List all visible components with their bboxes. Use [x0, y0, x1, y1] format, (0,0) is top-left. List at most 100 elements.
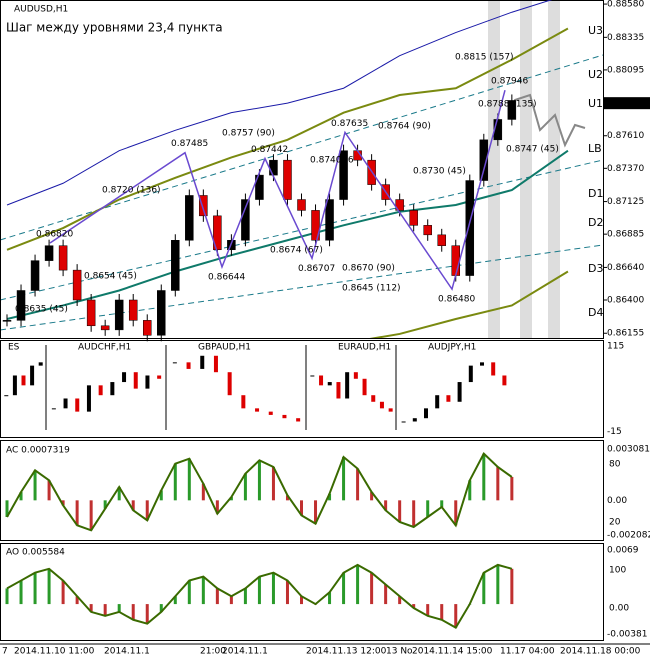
- mini-candle: [157, 375, 162, 379]
- histogram-bar: [328, 592, 332, 605]
- mini-candle: [412, 418, 417, 422]
- mini-candle: [186, 362, 191, 369]
- histogram-bar: [468, 480, 472, 501]
- annotation: 0.8788 (135): [478, 100, 537, 110]
- mini-candle: [227, 372, 232, 396]
- histogram-bar: [356, 564, 360, 605]
- mini-candle: [296, 418, 301, 422]
- histogram-bar: [187, 580, 191, 605]
- y-tick-label: 0.88095: [607, 65, 644, 75]
- level-label: D2: [588, 216, 603, 229]
- histogram-bar: [131, 500, 135, 511]
- histogram-bar: [243, 473, 247, 501]
- mini-candle: [63, 398, 68, 409]
- time-label: 2014.11.10 11:00: [14, 647, 95, 657]
- mini-candle: [268, 411, 273, 415]
- mini-candle: [362, 378, 367, 396]
- y-tick-label: 0.00: [607, 496, 627, 506]
- mini-candle: [21, 375, 26, 386]
- mini-candle: [172, 362, 177, 364]
- histogram-bar: [75, 500, 79, 526]
- histogram-bar: [426, 500, 430, 517]
- histogram-bar: [187, 458, 191, 501]
- chart-title: AUDUSD,H1: [14, 5, 68, 15]
- candle: [72, 269, 82, 301]
- mini-candle: [502, 375, 507, 386]
- candle: [339, 150, 348, 200]
- pivot-label: 0.86707: [298, 264, 335, 274]
- mini-candle: [255, 408, 260, 412]
- y-tick-label: 0.003081: [607, 444, 650, 454]
- time-label: 2014.11.1: [222, 647, 268, 657]
- highlight-stripe: [488, 0, 500, 338]
- histogram-bar: [145, 604, 149, 624]
- pivot-label: 0.87442: [251, 145, 288, 155]
- y-tick-label: 0.87850: [607, 99, 644, 109]
- time-label: 11.17 04:00: [500, 647, 555, 657]
- pivot-label: 0.86480: [438, 295, 475, 305]
- level-label: D3: [588, 262, 603, 275]
- y-tick-label: 115: [607, 341, 624, 351]
- time-label: 2014.11.13 12:00: [306, 647, 387, 657]
- candle: [44, 245, 54, 261]
- y-tick-label: 0.86885: [607, 230, 644, 240]
- histogram-bar: [356, 468, 360, 501]
- candle: [451, 245, 461, 276]
- histogram-bar: [47, 568, 51, 605]
- candle: [171, 240, 180, 291]
- histogram-bar: [215, 500, 219, 514]
- histogram-bar: [496, 564, 500, 605]
- candle: [213, 215, 222, 251]
- mini-candle: [371, 395, 376, 402]
- histogram-bar: [482, 572, 486, 605]
- candle: [507, 100, 517, 120]
- pivot-label: 0.86820: [36, 229, 73, 239]
- oscillator-line: [6, 452, 513, 532]
- candle: [16, 290, 26, 321]
- band-line: [6, 149, 569, 320]
- candle: [269, 159, 278, 176]
- histogram-bar: [300, 596, 303, 605]
- candle: [142, 320, 152, 336]
- mini-candle: [319, 375, 324, 386]
- y2-tick-label: 80: [609, 460, 621, 470]
- mini-candle: [86, 385, 91, 412]
- y-tick-label: -0.002082: [607, 531, 650, 541]
- band-line: [369, 270, 569, 338]
- level-label: U2: [588, 68, 603, 81]
- histogram-bar: [159, 604, 163, 612]
- histogram-bar: [328, 493, 332, 501]
- annotation: 0.8730 (45): [413, 167, 466, 177]
- candle: [2, 320, 12, 322]
- mini-candle: [310, 375, 315, 377]
- histogram-bar: [510, 568, 514, 605]
- ac-title: AC 0.0007319: [6, 446, 70, 456]
- candle: [128, 299, 138, 321]
- candle: [30, 260, 40, 291]
- band-line: [6, 0, 553, 206]
- mini-candle: [435, 395, 440, 409]
- mini-candle: [38, 362, 43, 366]
- histogram-bar: [370, 572, 374, 605]
- histogram-bar: [229, 497, 233, 501]
- histogram-bar: [300, 500, 303, 516]
- candle: [199, 195, 208, 217]
- mini-candle: [4, 395, 9, 397]
- time-label: 2014.11.18 00:00: [560, 647, 641, 657]
- y-tick-label: 0.86640: [607, 263, 644, 273]
- annotation: 0.8740 (6: [310, 156, 354, 166]
- histogram-bar: [398, 596, 402, 605]
- histogram-bar: [89, 604, 93, 612]
- candle: [114, 299, 124, 331]
- mini-candle: [133, 372, 138, 389]
- time-label: 21:00: [200, 647, 226, 657]
- mini-candle: [122, 372, 127, 383]
- candle: [479, 139, 489, 181]
- y-tick-label: 0.87370: [607, 164, 644, 174]
- mini-candle: [480, 362, 484, 366]
- level-label: U3: [588, 24, 603, 37]
- mini-candle: [241, 395, 246, 409]
- histogram-bar: [384, 584, 388, 605]
- mini-candle: [51, 408, 56, 410]
- histogram-bar: [5, 500, 9, 517]
